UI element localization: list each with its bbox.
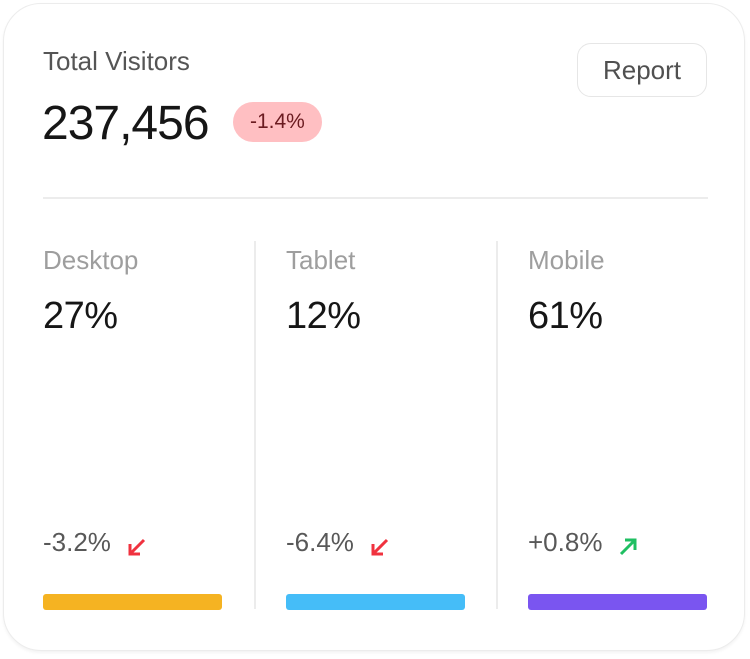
arrow-down-left-icon [127, 533, 147, 555]
device-bar [528, 594, 707, 610]
device-percent: 27% [43, 295, 118, 337]
device-tablet: Tablet 12% -6.4% [286, 241, 465, 610]
device-change: +0.8% [528, 527, 638, 558]
visitors-card [3, 3, 745, 651]
device-name: Mobile [528, 245, 605, 275]
column-divider [254, 241, 256, 609]
device-percent: 12% [286, 295, 361, 337]
device-change-value: -6.4% [286, 527, 354, 557]
device-percent: 61% [528, 295, 603, 337]
card-title: Total Visitors [43, 46, 190, 76]
arrow-up-right-icon [618, 533, 638, 555]
report-button[interactable]: Report [577, 43, 707, 97]
column-divider [496, 241, 498, 609]
device-name: Tablet [286, 245, 356, 275]
device-change: -3.2% [43, 527, 147, 558]
change-badge: -1.4% [233, 102, 322, 142]
device-desktop: Desktop 27% -3.2% [43, 241, 222, 610]
device-bar [286, 594, 465, 610]
device-mobile: Mobile 61% +0.8% [528, 241, 707, 610]
total-visitors-value: 237,456 [42, 97, 210, 150]
arrow-down-left-icon [370, 533, 390, 555]
device-name: Desktop [43, 245, 139, 275]
device-bar [43, 594, 222, 610]
device-change: -6.4% [286, 527, 390, 558]
device-change-value: +0.8% [528, 527, 603, 557]
device-change-value: -3.2% [43, 527, 111, 557]
divider [43, 197, 708, 199]
